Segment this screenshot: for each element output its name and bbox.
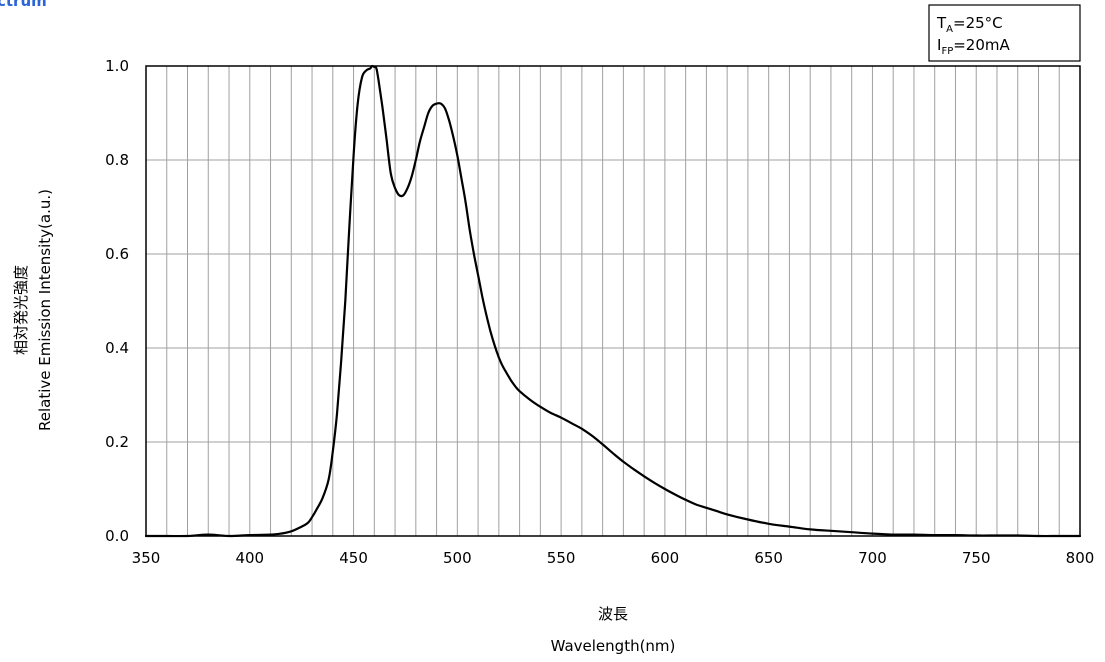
emission-spectrum-line (144, 64, 1082, 538)
x-axis-title-jp: 波長 (598, 605, 628, 623)
horizontal-gridlines (146, 159, 1080, 443)
plot-frame (145, 65, 1081, 537)
x-tick-label: 650 (754, 549, 783, 567)
y-axis-title: Relative Emission Intensity(a.u.) (36, 189, 54, 431)
x-tick-label: 700 (858, 549, 887, 567)
conditions-box: TA=25°C IFP=20mA (928, 4, 1081, 62)
x-tick-label: 750 (962, 549, 991, 567)
y-tick-label: 0.4 (105, 339, 129, 357)
y-tick-label: 0.2 (105, 433, 129, 451)
condition-current: IFP=20mA (937, 36, 1011, 57)
y-axis-title-jp: 相対発光強度 (12, 265, 30, 355)
x-tick-label: 500 (443, 549, 472, 567)
vertical-gridlines (166, 66, 1060, 536)
y-tick-label: 0.6 (105, 245, 129, 263)
y-tick-labels: 0.0 0.2 0.4 0.6 0.8 1.0 (105, 57, 129, 545)
chart-title-fragment: ctrum (0, 0, 47, 10)
x-tick-label: 600 (651, 549, 680, 567)
x-tick-label: 800 (1066, 549, 1095, 567)
x-tick-label: 400 (235, 549, 264, 567)
x-tick-label: 550 (547, 549, 576, 567)
x-tick-label: 450 (339, 549, 368, 567)
y-tick-label: 0.8 (105, 151, 129, 169)
conditions-box-frame (928, 4, 1081, 62)
y-tick-label: 1.0 (105, 57, 129, 75)
x-tick-labels: 350 400 450 500 550 600 650 700 750 800 (132, 549, 1095, 567)
y-tick-label: 0.0 (105, 527, 129, 545)
condition-temperature: TA=25°C (936, 14, 1003, 35)
x-axis-title: Wavelength(nm) (551, 637, 676, 655)
x-tick-label: 350 (132, 549, 161, 567)
